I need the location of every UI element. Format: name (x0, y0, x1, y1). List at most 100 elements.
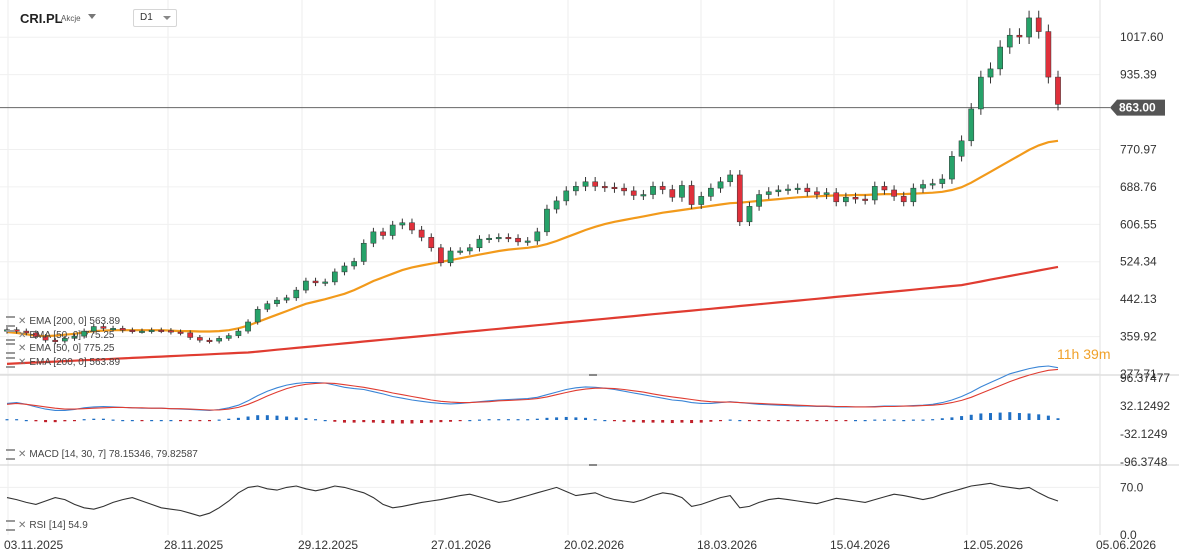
macd-histogram-bar-positive (5, 419, 9, 421)
candle-bearish (736, 174, 743, 223)
candle-bearish (515, 237, 521, 243)
candle-bullish (148, 329, 155, 332)
candle-bullish (62, 338, 68, 342)
date-axis-label: 29.12.2025 (298, 538, 358, 552)
candle-bullish (1026, 17, 1032, 38)
legend-rsi: ✕ RSI [14] 54.9 (6, 520, 88, 531)
macd-histogram-bar-positive (121, 420, 125, 422)
macd-histogram-bar-positive (1056, 418, 1060, 420)
settings-icon[interactable] (6, 449, 15, 460)
macd-histogram-bar-positive (314, 419, 318, 421)
symbol-label[interactable]: CRI.PL (20, 11, 63, 26)
macd-histogram-bar-negative (400, 420, 404, 424)
candle-bullish (582, 181, 589, 187)
macd-histogram-bar-negative (371, 420, 375, 423)
candle-bullish (303, 280, 309, 291)
candle-bullish (775, 189, 782, 193)
macd-histogram-bar-positive (246, 416, 250, 420)
close-icon[interactable]: ✕ (18, 520, 27, 532)
symbol-dropdown-icon[interactable] (88, 14, 96, 19)
macd-histogram-bar-positive (111, 419, 115, 421)
candle-bearish (862, 198, 869, 201)
candle-bullish (708, 187, 714, 197)
close-icon[interactable]: ✕ (18, 343, 27, 355)
candle-bullish (871, 186, 878, 201)
macd-histogram-bar-positive (169, 420, 173, 422)
legend-label: MACD [14, 30, 7] 78.15346, 79.82587 (29, 449, 198, 461)
candle-bullish (71, 335, 78, 339)
price-axis-label: 359.92 (1120, 330, 1157, 344)
macd-histogram-bar-positive (854, 420, 858, 422)
price-axis-label: 770.97 (1120, 142, 1157, 156)
close-icon[interactable]: ✕ (18, 357, 27, 369)
candle-bullish (466, 247, 473, 252)
macd-histogram-bar-negative (699, 420, 703, 423)
candle-bullish (264, 303, 271, 310)
macd-histogram-bar-positive (516, 419, 520, 421)
close-icon[interactable]: ✕ (18, 316, 27, 328)
macd-histogram-bar-positive (863, 420, 867, 422)
candle-bullish (949, 156, 955, 180)
candle-bullish (341, 265, 348, 273)
candle-bullish (698, 196, 705, 205)
interval-select[interactable]: D1 (133, 9, 177, 27)
macd-histogram-bar-negative (140, 420, 144, 422)
settings-icon[interactable] (6, 357, 15, 368)
candle-bearish (1035, 17, 1042, 32)
candle-bullish (553, 200, 560, 210)
candle-bullish (573, 186, 579, 192)
macd-histogram-bar-negative (834, 420, 838, 422)
macd-histogram-bar-negative (815, 420, 819, 422)
candle-bullish (997, 46, 1003, 70)
pane-resize-handle (589, 464, 597, 466)
macd-histogram-bar-positive (873, 419, 877, 421)
candle-bearish (119, 328, 126, 331)
candle-bullish (293, 289, 300, 299)
candle-bearish (129, 329, 136, 332)
settings-icon[interactable] (6, 520, 15, 531)
settings-icon[interactable] (6, 343, 15, 354)
candle-bearish (52, 339, 59, 342)
candle-bullish (225, 335, 232, 339)
candle-bearish (1016, 34, 1023, 38)
macd-histogram-bar-positive (555, 417, 559, 420)
macd-histogram-bar-positive (902, 420, 906, 422)
candle-bearish (669, 189, 676, 198)
candle-bearish (42, 336, 49, 341)
macd-histogram-bar-negative (825, 420, 829, 422)
macd-histogram-bar-negative (342, 420, 346, 423)
symbol-type-label: Akcje (61, 14, 81, 23)
macd-histogram-bar-negative (786, 420, 790, 422)
macd-histogram-bar-positive (227, 418, 231, 420)
macd-histogram-bar-positive (574, 417, 578, 420)
macd-histogram-bar-negative (767, 420, 771, 422)
legend-ema50-b: ✕ EMA [50, 0] 775.25 (6, 343, 114, 354)
macd-histogram-bar-negative (391, 420, 395, 424)
candle-bullish (81, 330, 87, 337)
legend-label: EMA [200, 0] 563.89 (29, 316, 121, 328)
macd-histogram-bar-negative (420, 420, 424, 424)
macd-histogram-bar-negative (612, 420, 616, 422)
candle-bullish (1006, 34, 1013, 48)
legend-macd: ✕ MACD [14, 30, 7] 78.15346, 79.82587 (6, 449, 198, 460)
candle-bullish (958, 140, 965, 157)
close-icon[interactable]: ✕ (18, 449, 27, 461)
legend-label: EMA [50, 0] 775.25 (29, 330, 115, 342)
macd-histogram-bar-positive (593, 419, 597, 421)
macd-line (6, 365, 1059, 411)
macd-histogram-bar-negative (449, 420, 453, 422)
macd-histogram-bar-negative (680, 420, 684, 423)
macd-histogram-bar-positive (738, 420, 742, 422)
macd-histogram-bar-positive (217, 419, 221, 421)
macd-histogram-bar-positive (285, 416, 289, 420)
candle-bullish (756, 194, 762, 207)
candle-bearish (158, 329, 165, 332)
close-icon[interactable]: ✕ (18, 330, 27, 342)
candle-bearish (659, 186, 666, 190)
settings-icon[interactable] (6, 316, 15, 327)
settings-icon[interactable] (6, 330, 15, 341)
candle-bearish (312, 280, 319, 284)
macd-histogram-bar-positive (584, 417, 588, 420)
candle-bullish (746, 206, 753, 223)
